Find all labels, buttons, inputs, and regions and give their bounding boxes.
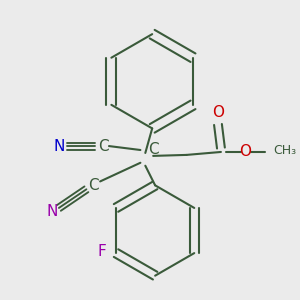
Text: N: N	[53, 139, 64, 154]
Text: F: F	[98, 244, 107, 259]
Text: C: C	[88, 178, 99, 193]
Text: C: C	[148, 142, 158, 158]
Text: C: C	[98, 139, 108, 154]
Text: O: O	[239, 145, 251, 160]
Text: O: O	[212, 105, 224, 120]
Text: CH₃: CH₃	[273, 145, 296, 158]
Text: N: N	[46, 204, 58, 219]
